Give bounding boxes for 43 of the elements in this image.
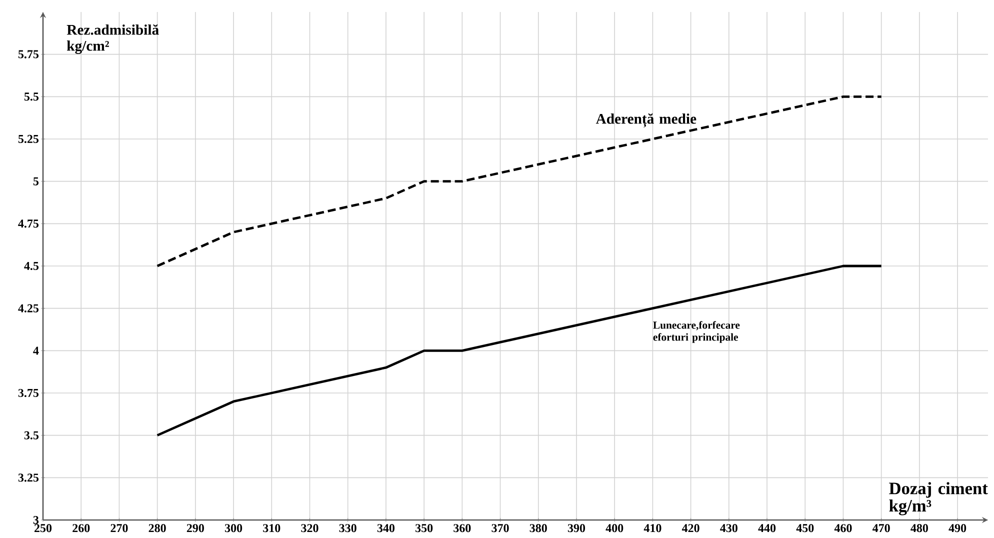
y-tick-label: 3 [33,516,39,524]
x-tick-label: 410 [644,524,662,532]
y-tick-label: 4 [33,346,39,355]
x-tick-label: 460 [834,524,852,532]
y-tick-label: 3.75 [18,388,39,398]
x-tick-label: 470 [872,524,890,532]
x-tick-label: 370 [492,524,509,532]
x-tick-label: 420 [682,524,700,532]
x-tick-label: 450 [796,524,814,532]
y-tick-label: 3.5 [24,431,39,440]
y-tick-label: 4.75 [18,220,39,228]
x-tick-label: 350 [416,524,433,532]
x-tick-label: 400 [606,524,624,532]
x-tick-label: 380 [530,524,547,532]
x-axis-title: Dozaj ciment kg/m³ [889,482,988,516]
x-tick-label: 340 [377,524,394,532]
y-tick-label: 3.25 [18,474,39,482]
series-label: Lunecare,forfecare eforturi principale [653,321,740,343]
y-tick-label: 5.25 [18,134,39,144]
y-tick-label: 4.5 [24,262,39,270]
x-tick-label: 490 [948,524,966,532]
x-tick-label: 480 [910,524,928,532]
x-tick-label: 440 [758,524,776,532]
y-tick-label: 4.25 [18,304,39,312]
line-series [156,264,883,437]
x-tick-label: 270 [110,524,128,532]
x-tick-label: 320 [301,524,318,532]
y-tick-label: 5 [33,177,39,186]
x-tick-label: 300 [224,524,242,532]
x-tick-label: 360 [454,524,471,532]
x-tick-label: 290 [186,524,204,532]
x-tick-label: 430 [720,524,738,532]
x-tick-label: 310 [263,524,280,532]
x-tick-label: 280 [148,524,166,532]
series-label: Aderență medie [596,113,696,128]
x-tick-label: 390 [568,524,586,532]
x-tick-label: 260 [72,524,90,532]
x-tick-label: 330 [339,524,356,532]
y-tick-label: 5.5 [24,92,39,101]
y-axis-title: Rez.admisibilă kg/cm² [66,24,159,54]
x-tick-label: 250 [34,524,52,532]
line-series [156,95,883,268]
y-tick-label: 5.75 [18,50,39,58]
